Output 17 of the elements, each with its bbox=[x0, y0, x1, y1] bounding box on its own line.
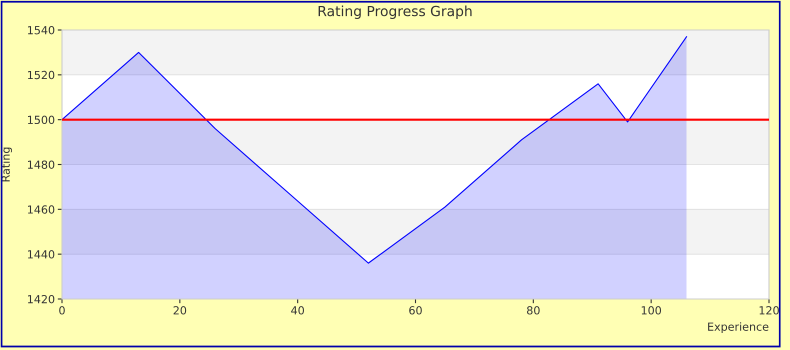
y-tick-label: 1520 bbox=[28, 70, 54, 80]
y-tick-label: 1540 bbox=[28, 26, 54, 34]
x-tick-label: 80 bbox=[527, 306, 540, 315]
y-tick-label: 1420 bbox=[28, 294, 54, 304]
x-tick-label: 100 bbox=[642, 306, 662, 315]
chart-title: Rating Progress Graph bbox=[318, 6, 472, 19]
x-tick-label: 40 bbox=[291, 306, 304, 315]
x-tick-label: 60 bbox=[409, 306, 422, 315]
y-axis-title: Rating bbox=[1, 148, 12, 182]
y-tick-label: 1480 bbox=[28, 160, 54, 169]
x-tick-label: 0 bbox=[59, 306, 65, 315]
x-tick-label: 120 bbox=[760, 306, 779, 315]
x-axis-title: Experience bbox=[708, 322, 768, 334]
y-tick-label: 1460 bbox=[28, 205, 54, 214]
y-tick-label: 1500 bbox=[28, 116, 54, 124]
y-tick-label: 1440 bbox=[28, 250, 54, 259]
x-tick-label: 20 bbox=[174, 306, 186, 315]
